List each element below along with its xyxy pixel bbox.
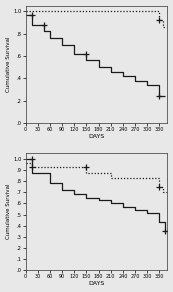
X-axis label: DAYS: DAYS bbox=[88, 134, 105, 139]
X-axis label: DAYS: DAYS bbox=[88, 281, 105, 286]
Y-axis label: Cumulative Survival: Cumulative Survival bbox=[6, 36, 11, 92]
Y-axis label: Cumulative Survival: Cumulative Survival bbox=[6, 184, 11, 239]
